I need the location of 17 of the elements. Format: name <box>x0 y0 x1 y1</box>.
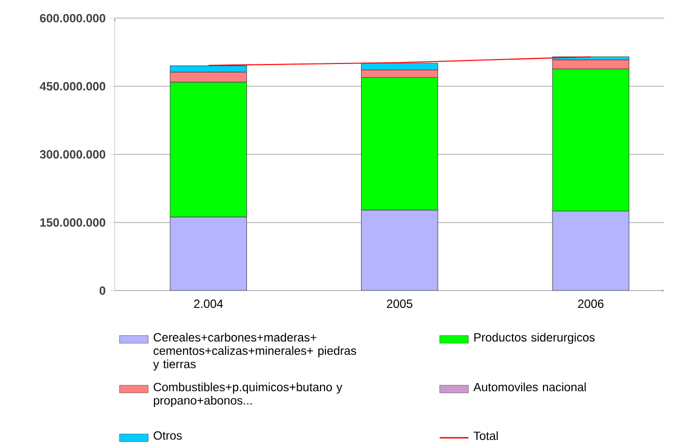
x-tick-label: 2006 <box>578 300 604 308</box>
legend-label: Cereales+carbones+maderas+ cementos+calizas+minerales+ piedras y tierras <box>153 333 356 371</box>
legend-label: Combustibles+p.quimicos+butano y propano+abonos... <box>154 382 342 408</box>
legend-label: Total <box>474 432 498 440</box>
legend-label: Productos siderurgicos <box>474 333 595 344</box>
legend-label: Automoviles nacional <box>473 382 586 392</box>
x-tick-label: 2.004 <box>194 300 223 308</box>
bar <box>552 211 630 291</box>
y-tick-label: 0 <box>100 286 106 296</box>
y-tick-label: 450.000.000 <box>40 82 106 91</box>
legend-label: Otros <box>154 432 182 440</box>
x-tick-label: 2005 <box>386 300 412 308</box>
bar <box>170 216 247 291</box>
y-tick-label: 300.000.000 <box>40 150 106 159</box>
y-tick-label: 150.000.000 <box>40 218 106 227</box>
bar <box>361 210 438 291</box>
y-tick-label: 600.000.000 <box>40 14 106 23</box>
